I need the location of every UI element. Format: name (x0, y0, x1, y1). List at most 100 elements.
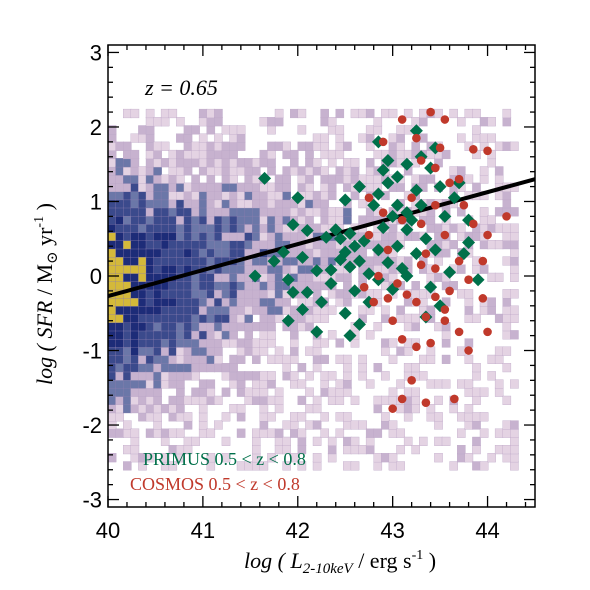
density-cell (183, 256, 193, 266)
density-cell (206, 199, 216, 209)
density-cell (259, 420, 269, 430)
density-cell (198, 240, 208, 250)
density-cell (130, 223, 140, 233)
density-cell (176, 149, 185, 160)
density-cell (244, 281, 253, 291)
density-cell (115, 313, 124, 323)
density-cell (138, 379, 147, 389)
cosmos-point (378, 137, 388, 147)
density-cell (206, 117, 216, 127)
cosmos-point (412, 297, 421, 307)
density-cell (160, 141, 170, 151)
density-cell (267, 297, 276, 307)
density-cell (198, 395, 208, 405)
density-cell (327, 158, 337, 168)
density-cell (312, 190, 322, 201)
density-cell (327, 371, 337, 381)
cosmos-point (431, 292, 440, 302)
density-cell (472, 395, 481, 405)
density-cell (191, 174, 200, 184)
density-cell (123, 207, 132, 217)
density-cell (464, 338, 474, 348)
density-cell (373, 289, 383, 299)
density-cell (381, 338, 390, 348)
density-cell (259, 215, 269, 225)
density-cell (123, 272, 132, 282)
density-cell (244, 395, 253, 405)
density-cell (115, 281, 124, 291)
density-cell (115, 297, 124, 307)
density-cell (145, 240, 155, 250)
primus-point (400, 269, 414, 283)
density-cell (365, 428, 375, 438)
density-cell (381, 108, 390, 119)
cosmos-point (440, 316, 450, 326)
density-cell (373, 428, 383, 438)
density-cell (297, 272, 307, 282)
density-cell (274, 199, 284, 209)
density-cell (327, 190, 337, 201)
density-cell (403, 256, 413, 266)
density-cell (130, 387, 140, 397)
density-cell (343, 174, 352, 184)
density-cell (198, 379, 208, 389)
density-cell (358, 133, 367, 143)
density-cell (381, 371, 390, 381)
density-cell (312, 166, 322, 176)
density-cell (282, 363, 291, 373)
density-cell (123, 256, 132, 266)
density-cell (198, 256, 208, 266)
density-cell (221, 453, 231, 463)
density-cell (312, 395, 322, 405)
density-cell (183, 182, 193, 192)
density-cell (343, 158, 352, 168)
density-cell (282, 231, 291, 241)
density-cell (221, 322, 231, 332)
density-cell (130, 330, 140, 340)
density-cell (312, 305, 322, 315)
density-cell (449, 223, 458, 233)
density-cell (108, 199, 117, 209)
density-cell (494, 207, 504, 217)
density-cell (160, 436, 170, 446)
density-cell (510, 289, 519, 299)
density-cell (176, 379, 185, 389)
density-cell (373, 117, 383, 127)
density-cell (327, 256, 337, 266)
density-cell (282, 461, 291, 471)
density-cell (160, 256, 170, 266)
density-cell (115, 379, 124, 389)
density-cell (214, 289, 223, 299)
density-cell (229, 231, 238, 241)
density-cell (472, 313, 481, 323)
density-cell (183, 240, 193, 250)
density-cell (123, 404, 132, 414)
density-cell (335, 215, 345, 225)
density-cell (252, 371, 261, 381)
density-cell (214, 117, 223, 127)
density-cell (108, 322, 117, 332)
density-cell (168, 149, 178, 160)
primus-point (324, 263, 338, 277)
density-cell (335, 379, 345, 389)
density-cell (229, 199, 238, 209)
density-cell (290, 166, 299, 176)
density-cell (335, 412, 345, 422)
density-cell (312, 404, 322, 414)
density-cell (297, 141, 307, 151)
density-cell (236, 387, 246, 397)
density-cell (123, 182, 132, 192)
data-points (248, 107, 511, 413)
density-cell (153, 256, 162, 266)
density-cell (214, 199, 223, 209)
density-cell (320, 182, 329, 192)
density-cell (350, 436, 360, 446)
density-cell (108, 133, 117, 143)
density-cell (130, 297, 140, 307)
density-cell (206, 108, 216, 119)
density-cell (160, 223, 170, 233)
density-cell (229, 289, 238, 299)
density-cell (115, 158, 124, 168)
density-cell (130, 256, 140, 266)
density-cell (320, 108, 329, 119)
